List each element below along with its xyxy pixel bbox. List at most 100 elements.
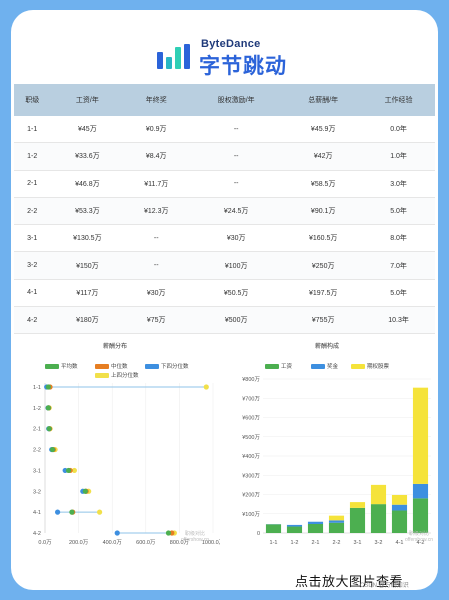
table-cell: ¥0.9万 [124,116,189,144]
table-cell: ¥755万 [284,306,363,335]
x-tick-label: 1000.0万 [202,539,220,546]
table-cell: 8.0年 [362,224,435,253]
bar-segment [412,498,429,533]
table-cell: ¥12.3万 [124,197,189,226]
x-tick-label: 800.0万 [170,539,190,546]
chart-legend: 工资 奖金 期权股票 [265,362,435,372]
chart-title: 薪酬分布 [103,344,128,350]
x-tick-label: 1-2 [291,540,299,546]
data-point [203,384,209,390]
legend-label: 期权股票 [367,364,390,370]
table-row: 2-2 ¥53.3万 ¥12.3万 ¥24.5万 ¥90.1万 5.0年 [14,197,435,226]
legend-item[interactable]: 期权股票 [351,362,389,370]
data-point [45,405,51,411]
table-cell: 0.0年 [362,116,435,144]
table-cell: 1.0年 [362,142,435,171]
legend-swatch [265,364,279,370]
enlarge-image-link[interactable]: 点击放大图片查看 [295,575,404,590]
table-cell: 5.0年 [362,197,435,226]
x-tick-label: 600.0万 [136,539,156,546]
table-row: 1-1 ¥45万 ¥0.9万 -- ¥45.9万 0.0年 [14,116,435,144]
column-header: 总薪酬/年 [284,84,363,116]
bytedance-logo: ByteDance 字节跳动 [157,36,317,78]
column-header: 工作经验 [362,84,435,116]
table-cell: ¥250万 [284,251,363,280]
y-tick-label: ¥100万 [242,511,260,518]
table-cell: 2-2 [14,197,51,226]
legend-item[interactable]: 上四分位数 [95,371,139,379]
x-tick-label: 1-1 [270,540,278,546]
table-row: 4-2 ¥180万 ¥75万 ¥500万 ¥755万 10.3年 [14,306,435,335]
table-cell: ¥50.5万 [188,279,285,308]
table-cell: ¥30万 [124,279,189,308]
legend-swatch [351,364,365,370]
column-header: 工资/年 [50,84,125,116]
chart-watermark: offershow.cn [405,537,433,543]
table-row: 1-2 ¥33.6万 ¥8.4万 -- ¥42万 1.0年 [14,142,435,171]
bar-segment [391,510,408,533]
y-tick-label: ¥500万 [242,434,260,441]
legend-item[interactable]: 平均数 [45,362,78,370]
legend-item[interactable]: 奖金 [311,362,338,370]
bar-segment [370,504,387,533]
legend-item[interactable]: 下四分位数 [145,362,189,370]
chart-watermark: 职级对比 [185,530,205,537]
legend-label: 平均数 [61,364,78,370]
salary-card[interactable]: ByteDance 字节跳动 职级 工资/年 年终奖 股权激励/年 总薪酬/年 工作经验 … [11,10,438,590]
y-tick-label: 1-2 [33,406,41,412]
bar-segment [307,521,324,524]
table-cell: ¥33.6万 [50,142,125,171]
table-cell: 5.0年 [362,279,435,308]
legend-label: 奖金 [327,364,339,370]
table-header-row: 职级 工资/年 年终奖 股权激励/年 总薪酬/年 工作经验 [14,84,435,116]
y-tick-label: 3-1 [33,468,41,474]
chart-watermark: offershow.cn [181,537,209,543]
bar-segment [286,526,303,533]
legend-label: 中位数 [111,364,128,370]
chart-watermark: 职级对比 [409,530,429,537]
bar-segment [391,494,408,505]
data-point [45,384,51,390]
x-tick-label: 400.0万 [103,539,123,546]
bar-segment [391,504,408,511]
x-tick-label: 3-1 [354,540,362,546]
table-row: 3-2 ¥150万 -- ¥100万 ¥250万 7.0年 [14,251,435,280]
table-cell: ¥42万 [284,142,363,171]
legend-label: 上四分位数 [111,373,139,379]
legend-item[interactable]: 工资 [265,362,292,370]
table-cell: 3-2 [14,251,51,280]
legend-swatch [145,364,159,370]
table-cell: ¥180万 [50,306,125,335]
y-tick-label: 4-1 [33,510,41,516]
table-cell: 4-2 [14,306,51,335]
legend-item[interactable]: 中位数 [95,362,128,370]
chart-legend: 平均数 中位数 下四分位数上四分位数 [45,362,215,382]
data-point [97,509,103,515]
legend-label: 下四分位数 [161,364,189,370]
data-point [165,530,172,536]
bar-segment [412,387,429,484]
table-cell: 7.0年 [362,251,435,280]
x-tick-label: 200.0万 [69,539,89,546]
legend-swatch [45,364,59,370]
table-cell: 3.0年 [362,170,435,198]
brand-name-cn: 字节跳动 [199,54,287,78]
table-cell: ¥130.5万 [50,224,125,253]
table-cell: ¥100万 [188,251,285,280]
table-cell: ¥90.1万 [284,197,363,226]
bar-segment [328,522,345,533]
table-cell: 10.3年 [362,306,435,335]
table-cell: 2-1 [14,170,51,198]
table-cell: ¥45.9万 [284,116,363,144]
table-cell: ¥500万 [188,306,285,335]
bar-segment [412,483,429,499]
legend-swatch [95,373,109,379]
bar-segment [349,507,366,533]
x-tick-label: 4-1 [396,540,404,546]
table-cell: 1-1 [14,116,51,144]
table-cell: -- [124,251,189,280]
table-cell: -- [124,224,189,253]
chart-title: 薪酬构成 [315,344,340,350]
table-cell: ¥75万 [124,306,189,335]
table-cell: ¥45万 [50,116,125,144]
